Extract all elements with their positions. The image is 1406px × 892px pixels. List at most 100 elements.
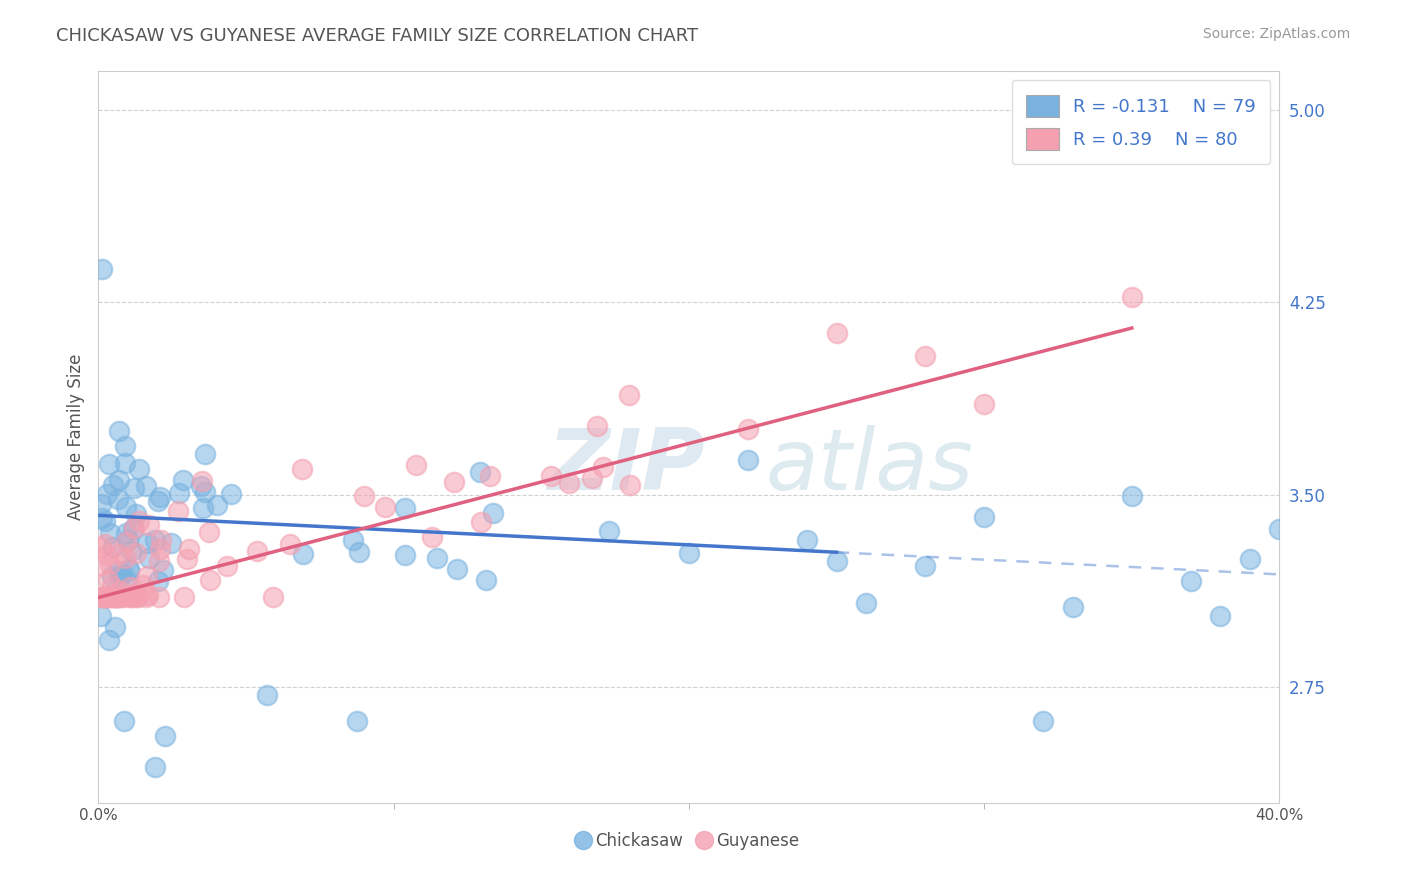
- Point: [97, 591, 120, 605]
- Point: [91, 591, 114, 605]
- Point: [557, 476, 579, 491]
- Point: [115, 574, 138, 588]
- Legend: Chickasaw, Guyanese: Chickasaw, Guyanese: [572, 825, 806, 856]
- Point: [262, 591, 284, 605]
- Point: [194, 484, 217, 499]
- Point: [125, 508, 148, 522]
- Point: [98, 526, 121, 541]
- Point: [115, 500, 138, 515]
- Point: [128, 462, 150, 476]
- Point: [143, 760, 166, 774]
- Point: [148, 591, 170, 605]
- Point: [197, 524, 219, 539]
- Point: [405, 458, 427, 472]
- Point: [619, 477, 641, 491]
- Point: [112, 591, 135, 605]
- Point: [120, 544, 142, 558]
- Point: [167, 486, 190, 500]
- Point: [135, 568, 157, 582]
- Point: [143, 533, 166, 547]
- Point: [152, 563, 174, 577]
- Point: [914, 349, 936, 363]
- Point: [470, 515, 492, 529]
- Point: [173, 591, 195, 605]
- Point: [90, 510, 112, 524]
- Point: [100, 591, 122, 605]
- Point: [353, 489, 375, 503]
- Point: [796, 533, 818, 547]
- Point: [135, 591, 157, 605]
- Point: [148, 554, 170, 568]
- Point: [422, 530, 444, 544]
- Point: [148, 493, 170, 508]
- Point: [1121, 290, 1143, 304]
- Point: [90, 608, 112, 623]
- Point: [112, 714, 135, 728]
- Point: [190, 478, 212, 492]
- Point: [678, 546, 700, 560]
- Point: [292, 547, 315, 561]
- Point: [443, 475, 465, 490]
- Point: [172, 473, 194, 487]
- Point: [1180, 574, 1202, 588]
- Point: [108, 547, 131, 561]
- Point: [1209, 608, 1232, 623]
- Point: [120, 591, 142, 605]
- Point: [108, 564, 131, 578]
- Text: atlas: atlas: [766, 425, 974, 508]
- Point: [114, 535, 136, 549]
- Point: [94, 591, 117, 605]
- Point: [107, 473, 129, 487]
- Point: [124, 521, 146, 535]
- Point: [103, 591, 125, 605]
- Point: [149, 541, 172, 556]
- Point: [93, 537, 115, 551]
- Point: [291, 462, 314, 476]
- Point: [479, 469, 502, 483]
- Point: [446, 562, 468, 576]
- Point: [107, 491, 129, 506]
- Point: [107, 591, 129, 605]
- Point: [114, 439, 136, 453]
- Point: [1032, 714, 1054, 728]
- Point: [104, 591, 127, 605]
- Point: [110, 583, 132, 598]
- Point: [90, 497, 112, 511]
- Point: [101, 579, 124, 593]
- Point: [97, 458, 120, 472]
- Point: [94, 591, 117, 605]
- Point: [101, 569, 124, 583]
- Point: [108, 424, 131, 438]
- Point: [205, 498, 228, 512]
- Point: [246, 544, 269, 558]
- Point: [104, 620, 127, 634]
- Point: [159, 535, 181, 549]
- Point: [91, 262, 114, 277]
- Point: [825, 326, 848, 341]
- Point: [1121, 489, 1143, 503]
- Point: [136, 588, 159, 602]
- Point: [114, 551, 136, 566]
- Point: [426, 551, 449, 566]
- Point: [122, 587, 145, 601]
- Point: [90, 540, 112, 554]
- Point: [149, 491, 172, 505]
- Point: [176, 552, 198, 566]
- Point: [155, 729, 177, 743]
- Point: [346, 714, 368, 728]
- Point: [219, 487, 242, 501]
- Point: [215, 559, 238, 574]
- Point: [91, 591, 114, 605]
- Point: [737, 452, 759, 467]
- Point: [592, 459, 614, 474]
- Point: [468, 465, 491, 479]
- Point: [93, 591, 115, 605]
- Point: [135, 478, 157, 492]
- Point: [581, 471, 603, 485]
- Point: [118, 562, 141, 576]
- Point: [111, 566, 134, 580]
- Point: [128, 514, 150, 528]
- Point: [1268, 522, 1291, 536]
- Point: [177, 542, 200, 557]
- Point: [114, 525, 136, 540]
